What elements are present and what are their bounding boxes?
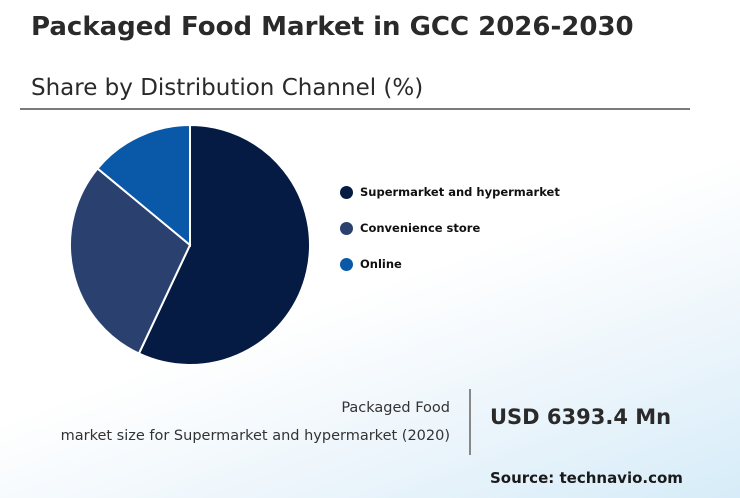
legend: Supermarket and hypermarket Convenience s… <box>340 174 560 282</box>
legend-swatch <box>340 185 353 199</box>
info-divider <box>469 389 471 455</box>
legend-item: Supermarket and hypermarket <box>340 174 560 210</box>
legend-swatch <box>340 257 353 271</box>
market-size-value: USD 6393.4 Mn <box>490 405 672 429</box>
pie-slice-convenience-store <box>69 167 192 355</box>
pie-slice-online <box>96 123 191 248</box>
title-divider <box>20 108 690 110</box>
legend-label: Online <box>360 257 402 271</box>
legend-swatch <box>340 221 353 235</box>
legend-item: Convenience store <box>340 210 560 246</box>
legend-label: Supermarket and hypermarket <box>360 185 560 199</box>
legend-label: Convenience store <box>360 221 481 235</box>
market-size-label-line1: Packaged Food <box>341 400 450 416</box>
pie-slice-supermarket-and-hypermarket <box>137 123 311 366</box>
legend-item: Online <box>340 246 560 282</box>
chart-title: Packaged Food Market in GCC 2026-2030 <box>31 12 634 42</box>
market-size-label-line2: market size for Supermarket and hypermar… <box>60 428 450 444</box>
chart-subtitle: Share by Distribution Channel (%) <box>31 75 424 101</box>
source-credit: Source: technavio.com <box>490 469 683 487</box>
